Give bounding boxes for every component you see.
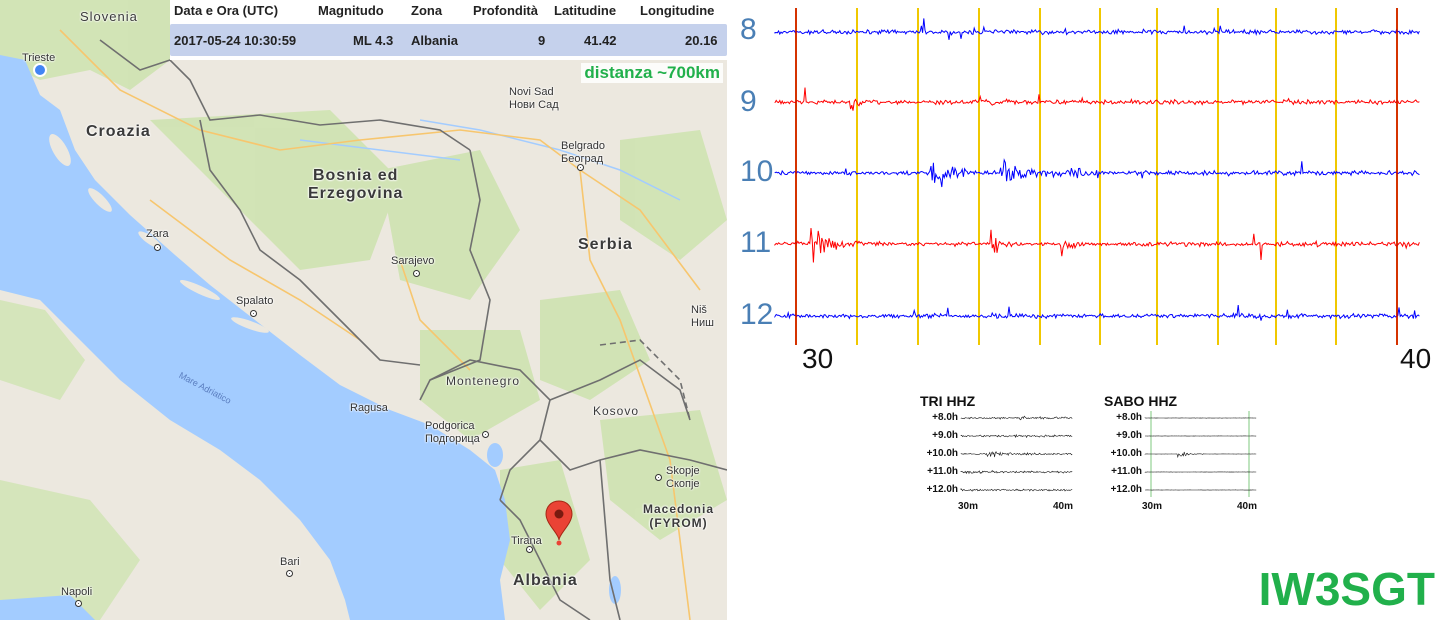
event-table: Data e Ora (UTC) Magnitudo Zona Profondi… <box>170 0 727 60</box>
hour-label-9: 9 <box>740 85 757 118</box>
event-table-header: Data e Ora (UTC) Magnitudo Zona Profondi… <box>170 0 727 22</box>
hour-label-11: 11 <box>740 226 772 259</box>
map-base <box>0 0 727 620</box>
helicorder-plot <box>774 8 1420 345</box>
thumbnail-tri-hhz[interactable]: TRI HHZ +8.0h +9.0h +10.0h +11.0h +12.0h… <box>905 393 1075 518</box>
trace-line <box>774 18 1420 40</box>
city-label-nis: Niš Ниш <box>691 304 714 329</box>
thumb-x-label: 30m <box>958 501 979 512</box>
hour-label-10: 10 <box>740 155 774 188</box>
city-label-napoli: Napoli <box>61 586 93 598</box>
thumb-hour-label: +8.0h <box>1116 412 1142 423</box>
city-dot-bari <box>286 570 293 577</box>
city-label-novi-sad: Novi Sad Нови Сад <box>509 86 559 111</box>
cell-datetime: 2017-05-24 10:30:59 <box>174 33 297 48</box>
thumbnail-title: SABO HHZ <box>1104 393 1178 409</box>
thumb-hour-label: +11.0h <box>1111 466 1142 477</box>
city-dot-belgrado <box>577 164 584 171</box>
header-datetime: Data e Ora (UTC) <box>174 3 279 18</box>
city-label-trieste: Trieste <box>22 52 56 64</box>
thumb-hour-label: +10.0h <box>926 448 958 459</box>
city-label-podgorica: Podgorica Подгорица <box>425 420 480 445</box>
header-magnitude: Magnitudo <box>318 3 384 18</box>
header-longitude: Longitudine <box>640 3 715 18</box>
city-label-zara: Zara <box>146 228 169 240</box>
city-label-sarajevo: Sarajevo <box>391 255 435 267</box>
cell-longitude: 20.16 <box>685 33 718 48</box>
thumb-hour-label: +8.0h <box>932 412 958 423</box>
distance-label: distanza ~700km <box>581 63 723 83</box>
cell-depth: 9 <box>538 33 546 48</box>
city-label-skopje: Skopje Скопје <box>666 465 700 490</box>
thumb-trace-line <box>1144 451 1257 459</box>
trace-line <box>774 87 1420 111</box>
thumb-x-label: 30m <box>1142 501 1163 512</box>
thumb-x-label: 40m <box>1237 501 1258 512</box>
city-dot-tirana <box>526 546 533 553</box>
city-label-bari: Bari <box>280 556 300 568</box>
city-dot-napoli <box>75 600 82 607</box>
header-latitude: Latitudine <box>554 3 617 18</box>
country-label-slovenia: Slovenia <box>80 9 138 24</box>
map-panel[interactable]: Slovenia Croazia Bosnia ed Erzegovina Se… <box>0 0 727 620</box>
thumb-trace-line <box>960 451 1073 458</box>
header-depth: Profondità <box>473 3 538 18</box>
thumbnail-title: TRI HHZ <box>920 393 976 409</box>
thumbnail-tri-plot <box>960 415 1073 492</box>
thumb-x-label: 40m <box>1053 501 1074 512</box>
thumb-hour-label: +9.0h <box>932 430 958 441</box>
trace-line <box>774 227 1420 263</box>
epicenter-pin-icon[interactable] <box>545 500 573 546</box>
city-label-belgrado: Belgrado Београд <box>561 140 606 165</box>
thumb-hour-label: +10.0h <box>1110 448 1142 459</box>
station-callsign: IW3SGT <box>1258 563 1435 615</box>
x-tick-label-30: 30 <box>802 343 834 374</box>
cell-magnitude: ML 4.3 <box>353 33 394 48</box>
thumb-hour-label: +9.0h <box>1116 430 1142 441</box>
thumb-trace-line <box>960 469 1073 475</box>
city-dot-zara <box>154 244 161 251</box>
x-tick-label-40: 40 <box>1400 343 1432 374</box>
thumb-hour-label: +12.0h <box>1110 484 1142 495</box>
hour-label-12: 12 <box>740 298 774 331</box>
city-label-spalato: Spalato <box>236 295 274 307</box>
trace-line <box>774 158 1420 188</box>
thumb-trace-line <box>960 415 1073 421</box>
thumb-trace-line <box>960 433 1073 439</box>
city-dot-sarajevo <box>413 270 420 277</box>
event-table-row[interactable]: 2017-05-24 10:30:59 ML 4.3 Albania 9 41.… <box>170 24 727 56</box>
city-label-tirana: Tirana <box>511 535 542 547</box>
trace-line <box>774 305 1420 321</box>
country-label-bosnia: Bosnia ed Erzegovina <box>308 167 404 203</box>
thumbnail-sabo-hhz[interactable]: SABO HHZ +8.0h +9.0h +10.0h +11.0h +12.0… <box>1089 393 1259 518</box>
thumb-trace-line <box>960 488 1073 492</box>
city-dot-skopje <box>655 474 662 481</box>
country-label-croatia: Croazia <box>86 123 151 140</box>
header-zone: Zona <box>411 3 443 18</box>
country-label-serbia: Serbia <box>578 236 633 253</box>
thumbnail-sabo-plot <box>1144 411 1257 497</box>
cell-latitude: 41.42 <box>584 33 617 48</box>
city-label-ragusa: Ragusa <box>350 402 388 414</box>
thumb-hour-label: +11.0h <box>927 466 958 477</box>
cell-zone: Albania <box>411 33 458 48</box>
thumb-hour-label: +12.0h <box>926 484 958 495</box>
country-label-macedonia: Macedonia (FYROM) <box>643 502 715 530</box>
city-dot-podgorica <box>482 431 489 438</box>
city-dot-spalato <box>250 310 257 317</box>
country-label-albania: Albania <box>513 572 578 589</box>
hour-label-8: 8 <box>740 13 757 46</box>
country-label-montenegro: Montenegro <box>446 374 521 388</box>
helicorder-panel: 8 9 10 11 12 30 40 <box>730 0 1443 380</box>
country-label-kosovo: Kosovo <box>593 404 640 418</box>
